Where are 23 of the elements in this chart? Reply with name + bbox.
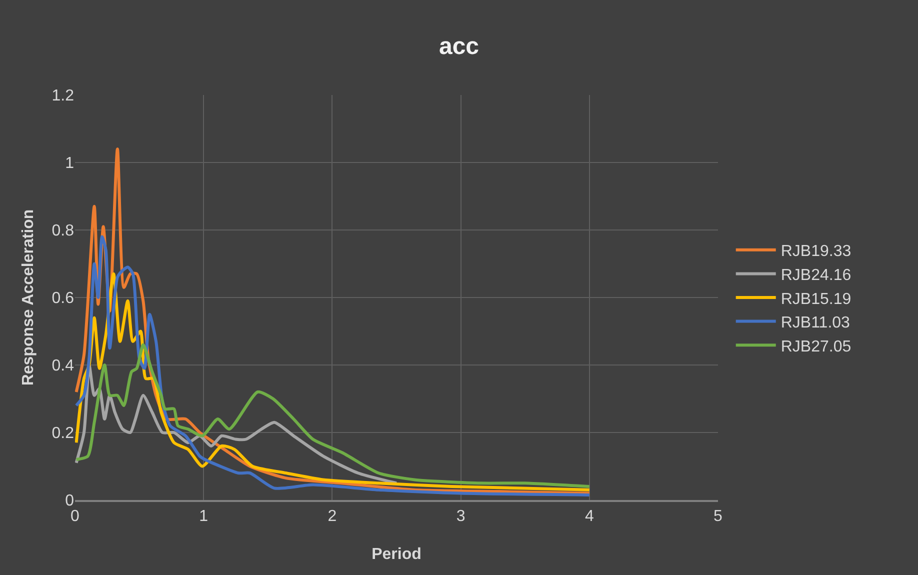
legend-label: RJB24.16 [780, 266, 852, 284]
x-tick-label: 1 [199, 508, 208, 526]
y-tick-label: 0.4 [52, 358, 74, 375]
legend-label: RJB11.03 [780, 314, 850, 332]
line-series [75, 343, 591, 488]
legend-label: RJB15.19 [780, 290, 852, 308]
y-tick-label: 0.2 [52, 425, 74, 442]
line-series [75, 235, 591, 496]
x-tick-label: 5 [714, 508, 723, 526]
legend-label: RJB27.05 [780, 338, 852, 356]
line-series [75, 364, 398, 485]
x-tick-label: 4 [584, 508, 594, 526]
y-tick-label: 0 [65, 492, 74, 510]
legend-label: RJB19.33 [780, 243, 852, 260]
chart-title: acc [438, 33, 480, 60]
x-axis-title: Period [372, 546, 422, 563]
x-tick-label: 3 [456, 508, 466, 526]
y-axis-title: Response Acceleration [20, 209, 37, 386]
y-tick-label: 1 [65, 155, 74, 172]
y-tick-label: 0.8 [52, 222, 74, 240]
y-tick-label: 1.2 [52, 88, 74, 105]
y-tick-label: 0.6 [52, 290, 74, 308]
x-tick-label: 2 [328, 508, 337, 526]
